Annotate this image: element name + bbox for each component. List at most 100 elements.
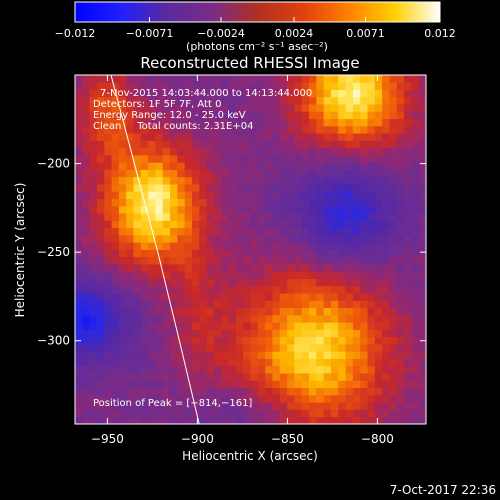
heatmap-cell — [338, 169, 346, 178]
heatmap-cell — [140, 205, 149, 214]
heatmap-cell — [272, 256, 281, 265]
heatmap-cell — [418, 307, 426, 316]
heatmap-cell — [279, 314, 288, 323]
heatmap-cell — [374, 213, 383, 221]
heatmap-cell — [235, 307, 244, 316]
heatmap-cell — [301, 409, 310, 418]
heatmap-cell — [323, 176, 332, 185]
heatmap-cell — [75, 96, 83, 105]
heatmap-cell — [243, 409, 251, 418]
heatmap-cell — [345, 147, 354, 156]
heatmap-cell — [111, 351, 120, 359]
heatmap-cell — [133, 82, 142, 90]
heatmap-cell — [162, 380, 171, 389]
heatmap-cell — [360, 89, 368, 98]
heatmap-cell — [338, 220, 346, 229]
heatmap-cell — [206, 89, 215, 98]
heatmap-cell — [221, 271, 229, 279]
heatmap-cell — [235, 351, 244, 359]
heatmap-cell — [228, 242, 237, 250]
heatmap-cell — [272, 242, 281, 250]
heatmap-cell — [96, 416, 105, 424]
heatmap-cell — [192, 213, 200, 221]
heatmap-cell — [170, 242, 178, 250]
heatmap-cell — [287, 169, 295, 178]
heatmap-cell — [170, 351, 178, 359]
heatmap-cell — [396, 162, 405, 170]
heatmap-cell — [89, 300, 98, 309]
heatmap-cell — [250, 133, 259, 141]
heatmap-cell — [411, 162, 420, 170]
heatmap-cell — [294, 293, 303, 301]
heatmap-cell — [111, 213, 120, 221]
heatmap-cell — [265, 242, 273, 250]
heatmap-cell — [162, 329, 171, 338]
heatmap-cell — [206, 314, 215, 323]
annotation-detectors: Detectors: 1F 5F 7F, Att 0 — [93, 99, 221, 110]
heatmap-cell — [82, 344, 91, 352]
heatmap-cell — [287, 278, 295, 287]
heatmap-cell — [118, 133, 127, 141]
heatmap-cell — [162, 394, 171, 403]
heatmap-cell — [206, 394, 215, 403]
heatmap-cell — [352, 169, 361, 178]
heatmap-cell — [140, 234, 149, 243]
heatmap-cell — [155, 184, 164, 192]
heatmap-cell — [418, 256, 426, 265]
heatmap-cell — [404, 234, 412, 243]
heatmap-cell — [199, 242, 208, 250]
heatmap-cell — [323, 242, 332, 250]
heatmap-cell — [148, 336, 156, 345]
heatmap-cell — [418, 314, 426, 323]
heatmap-cell — [301, 89, 310, 98]
heatmap-cell — [301, 416, 310, 424]
heatmap-cell — [323, 329, 332, 338]
heatmap-cell — [155, 249, 164, 258]
heatmap-cell — [184, 409, 193, 418]
heatmap-cell — [360, 365, 368, 374]
heatmap-cell — [75, 89, 83, 98]
heatmap-cell — [338, 409, 346, 418]
heatmap-cell — [89, 184, 98, 192]
heatmap-cell — [265, 118, 273, 127]
heatmap-cell — [345, 82, 354, 90]
heatmap-cell — [82, 96, 91, 105]
heatmap-cell — [382, 387, 390, 396]
heatmap-cell — [367, 205, 376, 214]
heatmap-cell — [338, 271, 346, 279]
heatmap-cell — [316, 176, 325, 185]
heatmap-cell — [82, 351, 91, 359]
heatmap-cell — [155, 314, 164, 323]
heatmap-cell — [360, 227, 368, 236]
heatmap-cell — [170, 213, 178, 221]
heatmap-cell — [404, 147, 412, 156]
heatmap-cell — [192, 118, 200, 127]
heatmap-cell — [213, 140, 222, 149]
heatmap-cell — [360, 329, 368, 338]
heatmap-cell — [221, 351, 229, 359]
heatmap-cell — [279, 104, 288, 112]
heatmap-cell — [316, 322, 325, 330]
heatmap-cell — [111, 111, 120, 120]
heatmap-cell — [323, 89, 332, 98]
heatmap-cell — [345, 191, 354, 200]
heatmap-cell — [162, 322, 171, 330]
heatmap-cell — [199, 169, 208, 178]
heatmap-cell — [221, 387, 229, 396]
heatmap-cell — [389, 402, 398, 410]
heatmap-cell — [352, 140, 361, 149]
heatmap-cell — [272, 111, 281, 120]
heatmap-cell — [257, 314, 266, 323]
heatmap-cell — [287, 191, 295, 200]
heatmap-cell — [345, 285, 354, 294]
heatmap-cell — [279, 365, 288, 374]
heatmap-cell — [126, 307, 134, 316]
heatmap-cell — [75, 198, 83, 207]
heatmap-cell — [155, 336, 164, 345]
heatmap-cell — [294, 402, 303, 410]
heatmap-cell — [279, 227, 288, 236]
heatmap-cell — [118, 249, 127, 258]
heatmap-cell — [396, 111, 405, 120]
heatmap-cell — [126, 89, 134, 98]
